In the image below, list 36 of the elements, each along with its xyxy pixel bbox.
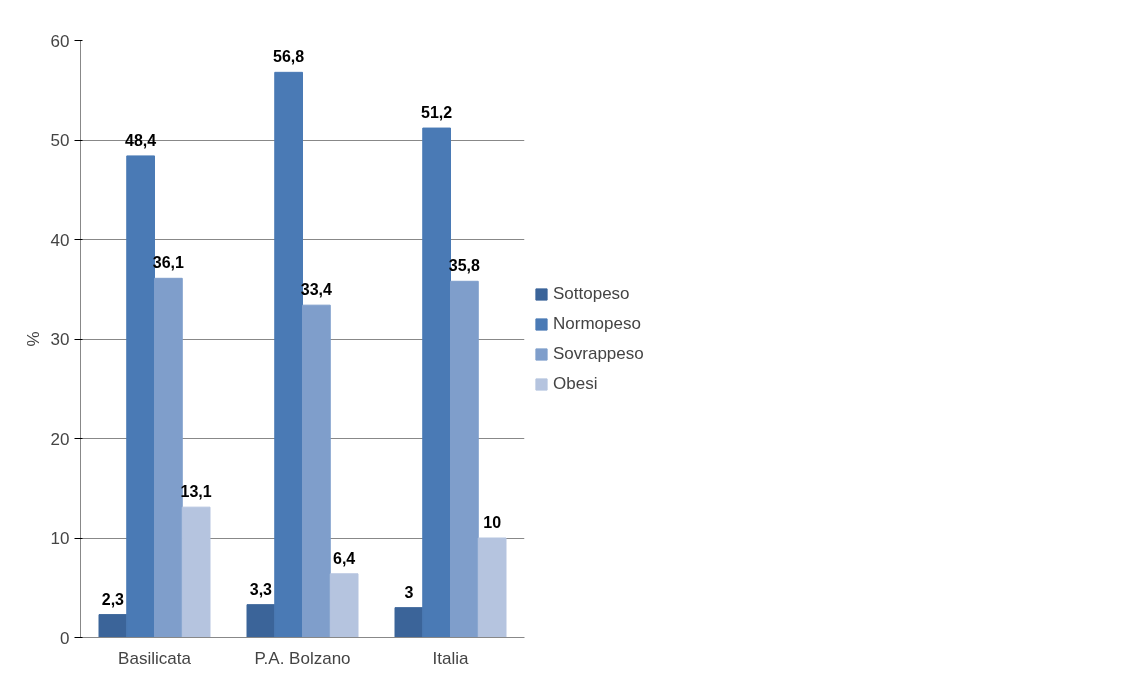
x-tick-label: Italia xyxy=(432,648,469,668)
y-tick-label: 0 xyxy=(60,628,70,648)
y-tick-label: 30 xyxy=(50,330,70,349)
data-label: 48,4 xyxy=(125,131,157,149)
y-tick-label: 40 xyxy=(50,230,70,250)
x-tick-label: P.A. Bolzano xyxy=(254,648,351,668)
data-label: 6,4 xyxy=(333,549,356,567)
bar xyxy=(126,155,155,638)
legend-label: Normopeso xyxy=(553,313,641,334)
bar xyxy=(154,277,183,638)
data-label: 10 xyxy=(483,514,502,531)
bar xyxy=(477,537,507,638)
y-tick-label: 20 xyxy=(50,429,70,449)
y-tick-label: 60 xyxy=(50,31,70,51)
data-label: 13,1 xyxy=(180,483,212,501)
data-label: 3 xyxy=(404,583,414,601)
data-label: 51,2 xyxy=(421,104,453,122)
legend-label: Sovrappeso xyxy=(553,343,644,364)
y-tick-label: 50 xyxy=(50,131,70,150)
bar xyxy=(450,280,479,638)
bar xyxy=(329,573,359,638)
bar xyxy=(98,614,128,638)
bar xyxy=(302,304,331,638)
data-label: 56,8 xyxy=(273,48,305,66)
y-axis-title: % xyxy=(23,331,43,347)
data-label: 3,3 xyxy=(249,580,273,598)
bar xyxy=(181,506,211,638)
data-label: 2,3 xyxy=(101,590,125,608)
x-tick-label: Basilicata xyxy=(118,648,192,668)
legend-label: Sottopeso xyxy=(553,283,630,304)
bar xyxy=(246,604,276,638)
legend-label: Obesi xyxy=(553,373,598,394)
bar xyxy=(422,127,451,638)
y-tick-label: 10 xyxy=(50,529,70,548)
bar xyxy=(394,607,424,638)
bar xyxy=(274,71,303,638)
